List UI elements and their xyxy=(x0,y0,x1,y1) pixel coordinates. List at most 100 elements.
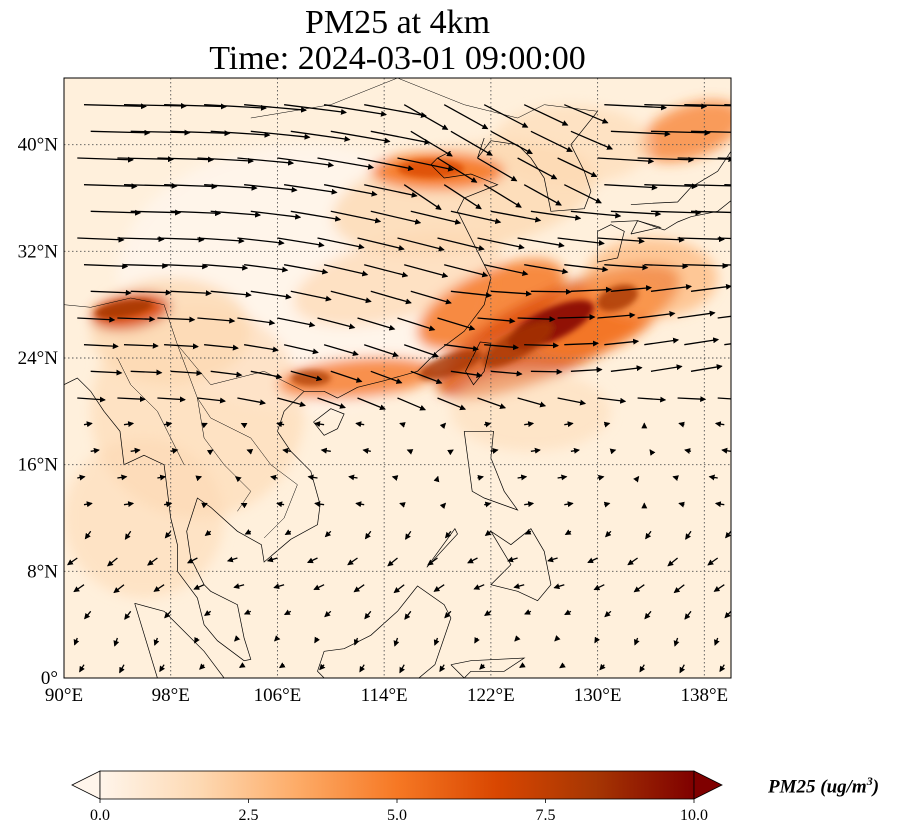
coastline-segment xyxy=(317,585,452,678)
wind-arrow xyxy=(187,557,198,564)
wind-arrow xyxy=(117,156,174,163)
wind-arrow xyxy=(484,610,492,616)
wind-arrow xyxy=(479,663,486,670)
coastline-segment xyxy=(463,430,519,511)
wind-arrow xyxy=(477,474,484,481)
wind-arrow xyxy=(564,421,574,428)
wind-arrow xyxy=(403,184,442,210)
wind-arrow xyxy=(363,344,399,358)
wind-arrow xyxy=(84,610,92,620)
wind-arrow xyxy=(679,664,686,674)
wind-arrow xyxy=(77,236,125,243)
wind-arrow xyxy=(79,664,85,673)
wind-arrow xyxy=(403,344,439,358)
wind-arrow xyxy=(235,476,242,483)
wind-arrow xyxy=(410,210,462,225)
wind-arrow xyxy=(570,130,614,150)
wind-arrow xyxy=(677,310,716,319)
wind-arrow xyxy=(517,474,528,481)
wind-arrow xyxy=(244,529,252,535)
wind-arrow xyxy=(314,501,325,508)
wind-arrow xyxy=(117,236,165,243)
wind-arrow xyxy=(123,421,135,428)
wind-arrow xyxy=(330,290,372,304)
wind-arrow xyxy=(406,449,414,455)
wind-arrow xyxy=(672,475,679,482)
wind-arrow xyxy=(317,397,346,409)
wind-arrow xyxy=(370,370,403,384)
wind-arrow xyxy=(357,317,396,331)
wind-arrow xyxy=(410,130,453,157)
wind-arrow xyxy=(587,557,598,564)
wind-arrow xyxy=(397,317,436,332)
wind-arrow xyxy=(77,396,106,403)
wind-arrow xyxy=(277,317,316,328)
wind-arrow xyxy=(437,317,476,331)
wind-arrow xyxy=(157,316,196,323)
wind-arrow xyxy=(83,263,129,270)
wind-arrow xyxy=(524,264,569,275)
wind-arrow xyxy=(437,237,485,251)
colorbar-tick-label: 0.0 xyxy=(90,807,110,824)
wind-arrow xyxy=(443,184,482,210)
latitude-tick-label: 32°N xyxy=(18,241,59,262)
wind-arrow xyxy=(724,104,731,106)
wind-arrow xyxy=(604,104,668,111)
wind-arrow xyxy=(170,290,212,297)
wind-arrow xyxy=(530,288,572,295)
wind-arrow xyxy=(524,609,532,615)
wind-arrow xyxy=(250,370,283,380)
wind-arrow xyxy=(597,237,645,245)
wind-arrow xyxy=(439,664,446,673)
coastlines xyxy=(64,78,731,678)
wind-arrow xyxy=(557,474,568,481)
longitude-tick-label: 98°E xyxy=(152,685,190,706)
wind-arrow xyxy=(391,475,399,481)
wind-arrow xyxy=(484,501,492,508)
wind-arrow xyxy=(170,448,179,454)
latitude-tick-label: 8°N xyxy=(27,561,58,582)
wind-arrow xyxy=(77,474,86,481)
wind-arrow xyxy=(364,104,427,118)
wind-arrow xyxy=(644,183,698,190)
wind-arrow xyxy=(266,556,278,563)
wind-arrow xyxy=(483,104,529,128)
wind-arrow xyxy=(444,344,479,352)
wind-arrow xyxy=(530,447,541,454)
wind-arrow xyxy=(490,130,533,155)
wind-arrow xyxy=(83,501,93,508)
wind-arrow xyxy=(523,104,569,126)
wind-arrow xyxy=(164,343,199,350)
wind-arrow xyxy=(197,237,245,244)
wind-arrow xyxy=(364,610,372,620)
wind-arrow xyxy=(714,637,720,646)
wind-arrow xyxy=(362,447,371,454)
wind-arrow xyxy=(484,344,519,351)
wind-arrow xyxy=(393,637,400,647)
wind-arrow xyxy=(83,421,93,428)
coastline-segment xyxy=(490,528,552,602)
wind-arrow xyxy=(564,529,572,536)
longitude-tick-label: 130°E xyxy=(574,685,622,706)
wind-arrow xyxy=(233,583,245,589)
wind-arrow xyxy=(437,157,478,183)
wind-arrow xyxy=(397,157,455,172)
wind-arrow xyxy=(570,366,603,373)
wind-arrow xyxy=(73,637,80,646)
wind-arrow xyxy=(404,264,449,278)
wind-arrow xyxy=(164,183,218,190)
wind-arrow xyxy=(124,610,132,620)
wind-arrow xyxy=(447,449,454,456)
colorbar-max-extend xyxy=(693,770,723,800)
longitude-tick-label: 106°E xyxy=(254,685,302,706)
wind-arrow xyxy=(717,315,731,319)
wind-arrow xyxy=(403,104,449,130)
wind-arrow xyxy=(667,557,679,567)
wind-arrow xyxy=(77,156,134,163)
wind-arrow xyxy=(514,635,521,642)
latitude-tick-label: 0° xyxy=(41,668,58,689)
wind-arrow xyxy=(323,344,359,357)
wind-arrow xyxy=(117,316,156,323)
longitude-tick-label: 122°E xyxy=(467,685,515,706)
wind-arrow xyxy=(564,264,609,273)
